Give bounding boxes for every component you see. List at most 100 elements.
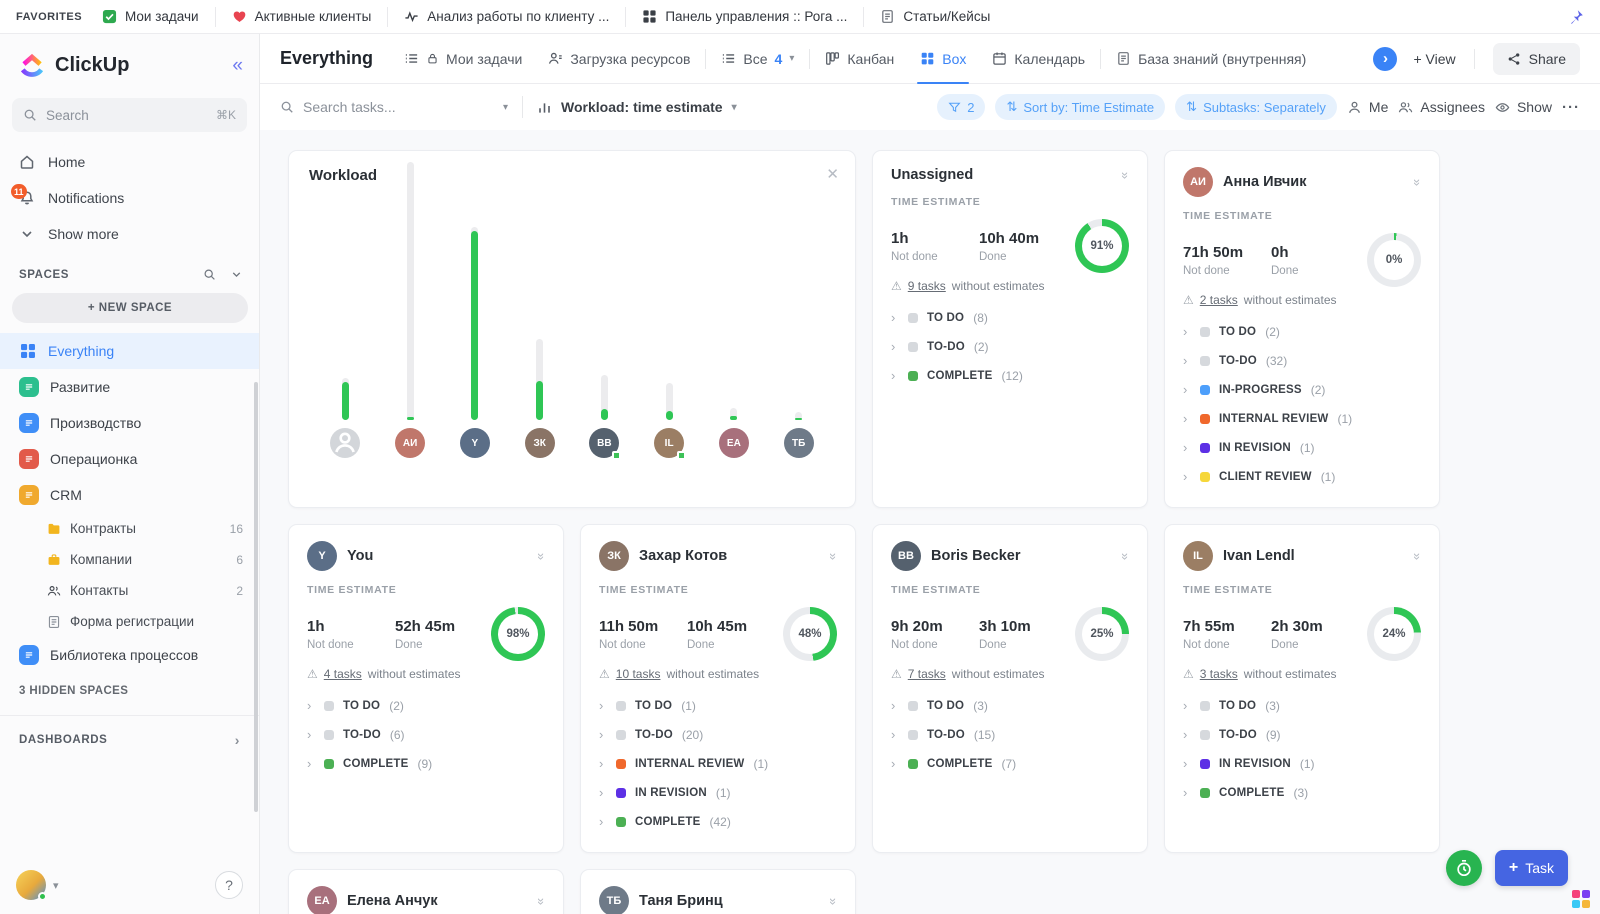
favorite-item[interactable]: Активные клиенты (214, 6, 388, 27)
status-row[interactable]: › INTERNAL REVIEW (1) (1183, 404, 1421, 433)
status-row[interactable]: › TO-DO (6) (307, 720, 545, 749)
workload-bar-column[interactable]: ЕА (705, 408, 763, 458)
status-row[interactable]: › COMPLETE (12) (891, 361, 1129, 390)
workload-bar-column[interactable]: ЗК (511, 339, 569, 458)
view-tab[interactable]: Календарь (979, 34, 1098, 83)
sidebar-space-item[interactable]: Операционка (0, 441, 259, 477)
sidebar-nav-item[interactable]: Home (0, 144, 259, 180)
workload-mode-select[interactable]: Workload: time estimate ▾ (537, 99, 737, 115)
close-icon[interactable]: ✕ (826, 166, 839, 183)
status-row[interactable]: › TO DO (8) (891, 303, 1129, 332)
sidebar-space-item[interactable]: Everything (0, 333, 259, 369)
assignees-filter[interactable]: Assignees (1398, 99, 1485, 115)
tasks-without-estimates-link[interactable]: 10 tasks (615, 667, 661, 681)
more-views-button[interactable]: › (1373, 46, 1398, 71)
collapse-card-icon[interactable]: » (1117, 171, 1133, 179)
status-row[interactable]: › IN-PROGRESS (2) (1183, 375, 1421, 404)
favorite-item[interactable]: Статьи/Кейсы (863, 6, 1006, 27)
tasks-without-estimates-link[interactable]: 2 tasks (1199, 293, 1238, 307)
hidden-spaces-label[interactable]: 3 HIDDEN SPACES (19, 685, 129, 697)
help-button[interactable]: ? (215, 871, 243, 899)
sidebar-nav-item[interactable]: 11 Notifications (0, 180, 259, 216)
show-button[interactable]: Show (1495, 99, 1552, 115)
status-row[interactable]: › TO-DO (15) (891, 720, 1129, 749)
done-label: Done (687, 638, 715, 651)
sidebar-list-item[interactable]: Контакты 2 (0, 575, 259, 606)
search-tasks-input[interactable]: Search tasks... ▾ (280, 99, 508, 115)
sidebar-list-item[interactable]: Компании 6 (0, 544, 259, 575)
status-row[interactable]: › TO-DO (2) (891, 332, 1129, 361)
sidebar-list-item[interactable]: Контракты 16 (0, 513, 259, 544)
status-row[interactable]: › COMPLETE (42) (599, 807, 837, 836)
me-filter[interactable]: Me (1347, 99, 1388, 115)
sidebar-space-item[interactable]: Производство (0, 405, 259, 441)
collapse-card-icon[interactable]: » (533, 552, 549, 560)
search-icon[interactable] (203, 268, 216, 281)
tasks-without-estimates-link[interactable]: 7 tasks (907, 667, 946, 681)
workload-bar-column[interactable]: АИ (381, 162, 439, 458)
status-row[interactable]: › IN REVISION (1) (1183, 749, 1421, 778)
people-icon (1398, 100, 1413, 115)
new-space-button[interactable]: + NEW SPACE (12, 293, 248, 323)
status-row[interactable]: › COMPLETE (9) (307, 749, 545, 778)
status-row[interactable]: › INTERNAL REVIEW (1) (599, 749, 837, 778)
collapse-card-icon[interactable]: » (533, 897, 549, 905)
add-task-button[interactable]: + Task (1494, 850, 1568, 886)
sidebar-collapse-icon[interactable]: « (232, 54, 243, 76)
status-row[interactable]: › TO DO (1) (599, 691, 837, 720)
tasks-without-estimates-link[interactable]: 9 tasks (907, 279, 946, 293)
sidebar-space-item[interactable]: Развитие (0, 369, 259, 405)
sidebar-nav-item[interactable]: Show more (0, 216, 259, 252)
collapse-card-icon[interactable]: » (1409, 178, 1425, 186)
sidebar-space-item[interactable]: CRM (0, 477, 259, 513)
workload-bar-column[interactable]: BB (575, 375, 633, 460)
status-row[interactable]: › TO-DO (9) (1183, 720, 1421, 749)
view-tab[interactable]: Загрузка ресурсов (535, 34, 703, 83)
sort-button[interactable]: ⇅ Sort by: Time Estimate (995, 94, 1166, 120)
sidebar-search[interactable]: Search ⌘K (12, 98, 247, 132)
timer-button[interactable] (1446, 850, 1482, 886)
more-options-button[interactable]: ··· (1562, 98, 1580, 116)
status-row[interactable]: › TO DO (2) (307, 691, 545, 720)
status-row[interactable]: › CLIENT REVIEW (1) (1183, 462, 1421, 491)
add-view-button[interactable]: + View (1413, 50, 1456, 67)
status-row[interactable]: › TO-DO (20) (599, 720, 837, 749)
sidebar-list-item[interactable]: Форма регистрации (0, 606, 259, 637)
collapse-card-icon[interactable]: » (1117, 552, 1133, 560)
collapse-card-icon[interactable]: » (825, 552, 841, 560)
collapse-card-icon[interactable]: » (825, 897, 841, 905)
status-row[interactable]: › TO-DO (32) (1183, 346, 1421, 375)
favorite-item[interactable]: Мои задачи (102, 7, 215, 27)
apps-grid-icon[interactable] (1572, 890, 1590, 908)
status-row[interactable]: › COMPLETE (7) (891, 749, 1129, 778)
sidebar-dashboards[interactable]: DASHBOARDS › (0, 715, 259, 764)
favorite-item[interactable]: Анализ работы по клиенту ... (387, 6, 625, 27)
workload-bar-column[interactable]: Y (446, 227, 504, 458)
status-row[interactable]: › IN REVISION (1) (599, 778, 837, 807)
chevron-down-icon[interactable] (230, 268, 243, 281)
pin-icon[interactable] (1568, 9, 1584, 25)
status-row[interactable]: › TO DO (3) (891, 691, 1129, 720)
status-row[interactable]: › IN REVISION (1) (1183, 433, 1421, 462)
share-button[interactable]: Share (1492, 42, 1580, 75)
status-row[interactable]: › TO DO (3) (1183, 691, 1421, 720)
workload-bar-column[interactable] (316, 378, 374, 458)
view-tab[interactable]: Все 4 ▾ (708, 34, 807, 83)
view-tab[interactable]: База знаний (внутренняя) (1103, 34, 1319, 83)
view-tab[interactable]: Box (907, 34, 979, 84)
workload-bar-column[interactable]: IL (640, 383, 698, 460)
sidebar-scrollbar[interactable] (254, 382, 258, 812)
view-tab[interactable]: Канбан (812, 34, 907, 83)
user-avatar[interactable] (16, 870, 47, 901)
status-row[interactable]: › TO DO (2) (1183, 317, 1421, 346)
collapse-card-icon[interactable]: » (1409, 552, 1425, 560)
tasks-without-estimates-link[interactable]: 3 tasks (1199, 667, 1238, 681)
favorite-item[interactable]: Панель управления :: Рога ... (625, 6, 863, 27)
filter-button[interactable]: 2 (937, 94, 986, 120)
status-row[interactable]: › COMPLETE (3) (1183, 778, 1421, 807)
sidebar-space-item[interactable]: Библиотека процессов (0, 637, 259, 673)
subtasks-button[interactable]: ⇅ Subtasks: Separately (1175, 94, 1337, 120)
tasks-without-estimates-link[interactable]: 4 tasks (323, 667, 362, 681)
view-tab[interactable]: Мои задачи (391, 34, 535, 83)
workload-bar-column[interactable]: ТБ (770, 412, 828, 458)
